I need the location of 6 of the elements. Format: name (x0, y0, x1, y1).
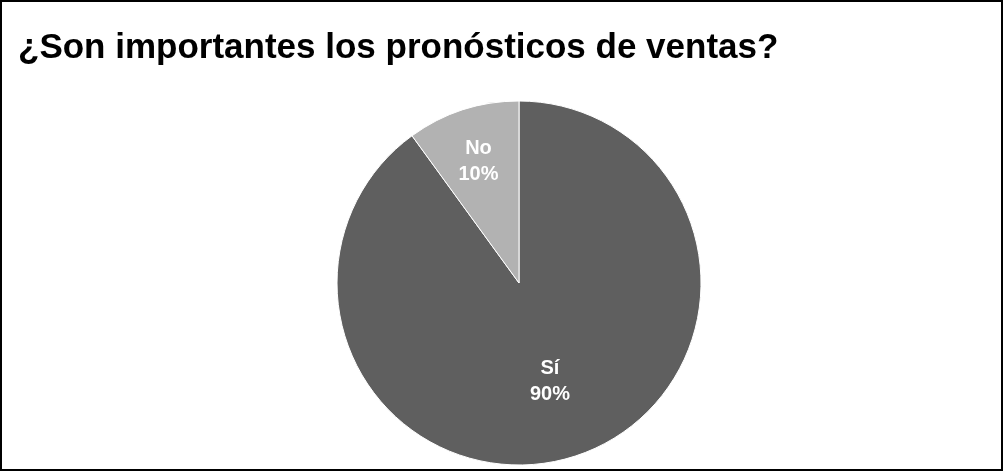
data-label: 90% (529, 382, 571, 405)
chart-title: ¿Son importantes los pronósticos de ventas? (18, 26, 779, 65)
slice-label: Sí (540, 356, 561, 379)
slice-label: No (465, 136, 492, 159)
pie-slice (336, 100, 702, 466)
data-label: 10% (458, 162, 499, 185)
